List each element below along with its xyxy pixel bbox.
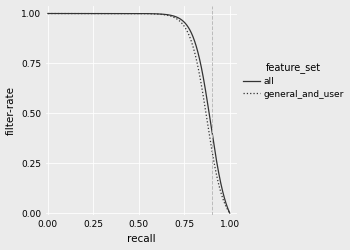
- Y-axis label: filter-rate: filter-rate: [6, 86, 15, 135]
- general_and_user: [126, 12, 130, 15]
- all: [46, 12, 50, 15]
- all: [119, 12, 124, 15]
- all: [188, 28, 192, 31]
- all: [171, 14, 175, 17]
- all: [191, 35, 195, 38]
- Line: general_and_user: general_and_user: [48, 14, 230, 213]
- general_and_user: [228, 212, 232, 214]
- all: [228, 212, 232, 214]
- general_and_user: [188, 35, 192, 38]
- general_and_user: [171, 15, 175, 18]
- Line: all: all: [48, 14, 230, 213]
- X-axis label: recall: recall: [127, 234, 156, 244]
- Legend: all, general_and_user: all, general_and_user: [243, 62, 344, 98]
- general_and_user: [46, 12, 50, 15]
- all: [126, 12, 130, 15]
- general_and_user: [191, 45, 195, 48]
- all: [64, 12, 69, 15]
- general_and_user: [119, 12, 124, 15]
- general_and_user: [64, 12, 69, 15]
